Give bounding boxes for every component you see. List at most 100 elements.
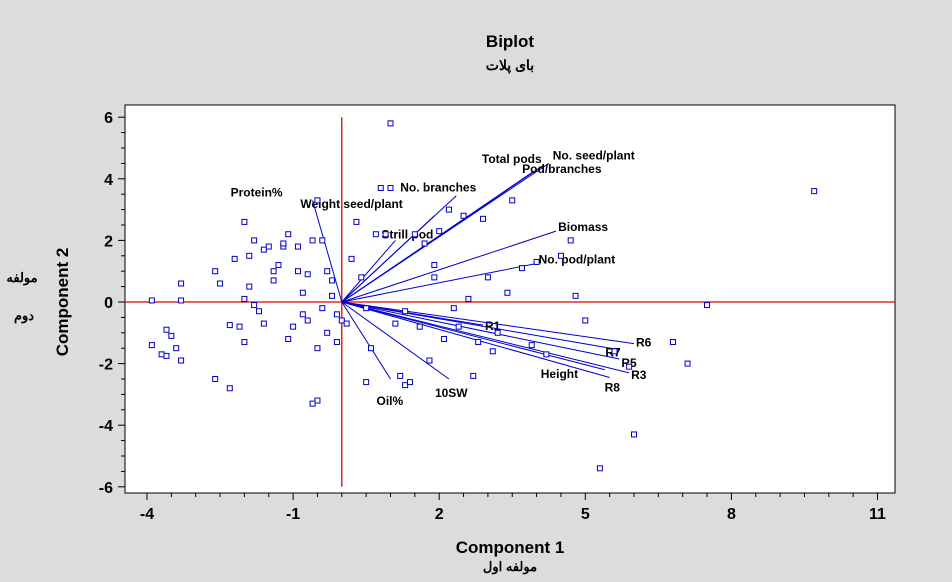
score-point bbox=[626, 363, 633, 370]
score-point bbox=[582, 317, 589, 324]
score-point bbox=[158, 351, 165, 358]
score-point bbox=[382, 231, 389, 238]
score-point bbox=[504, 289, 511, 296]
score-point bbox=[178, 280, 185, 287]
loading-vector bbox=[341, 240, 396, 303]
y-axis-sublabel-line1: مولفه bbox=[6, 270, 37, 286]
vector-label: No. branches bbox=[400, 181, 476, 195]
score-point bbox=[314, 397, 321, 404]
score-point bbox=[275, 262, 282, 269]
vector-label: R8 bbox=[605, 380, 621, 394]
score-point bbox=[299, 289, 306, 296]
score-point bbox=[368, 345, 375, 352]
y-tick-label: 4 bbox=[104, 172, 113, 189]
score-point bbox=[163, 352, 170, 359]
score-point bbox=[509, 197, 516, 204]
x-tick-label: -4 bbox=[140, 506, 154, 523]
score-point bbox=[236, 323, 243, 330]
loading-vector bbox=[341, 301, 620, 360]
score-point bbox=[557, 252, 564, 259]
score-point bbox=[387, 185, 394, 192]
loading-vector bbox=[341, 301, 605, 371]
score-point bbox=[217, 280, 224, 287]
vector-label: No. pod/plant bbox=[539, 253, 616, 267]
y-tick-label: 0 bbox=[104, 295, 113, 312]
score-point bbox=[173, 345, 180, 352]
score-point bbox=[528, 342, 535, 349]
score-point bbox=[611, 348, 618, 355]
score-point bbox=[260, 320, 267, 327]
vector-label: Total pods bbox=[482, 152, 542, 166]
score-point bbox=[309, 400, 316, 407]
score-point bbox=[363, 305, 370, 312]
x-tick-label: 2 bbox=[435, 506, 444, 523]
score-point bbox=[338, 317, 345, 324]
y-tick-label: -6 bbox=[99, 480, 113, 497]
score-point bbox=[397, 372, 404, 379]
y-axis-label: Component 2 bbox=[53, 248, 72, 357]
score-point bbox=[348, 255, 355, 262]
score-point bbox=[631, 431, 637, 438]
score-point bbox=[480, 215, 487, 222]
score-point bbox=[543, 351, 550, 358]
score-point bbox=[231, 255, 238, 262]
score-point bbox=[148, 342, 155, 349]
loading-vector bbox=[341, 263, 537, 303]
vector-label: Weight seed/plant bbox=[300, 197, 402, 211]
x-tick-label: 8 bbox=[727, 506, 736, 523]
score-point bbox=[402, 382, 409, 389]
score-point bbox=[212, 376, 219, 382]
x-tick-label: 5 bbox=[581, 506, 590, 523]
score-point bbox=[669, 339, 676, 346]
x-tick-label: -1 bbox=[286, 506, 300, 523]
score-point bbox=[148, 297, 155, 304]
score-point bbox=[421, 240, 428, 247]
score-point bbox=[494, 329, 501, 336]
score-point bbox=[290, 323, 297, 330]
score-point bbox=[246, 252, 253, 259]
score-point bbox=[406, 379, 413, 386]
score-point bbox=[309, 237, 316, 244]
score-point bbox=[533, 258, 540, 265]
score-point bbox=[299, 311, 306, 318]
score-point bbox=[256, 308, 263, 315]
score-point bbox=[489, 348, 496, 355]
loading-vector bbox=[341, 230, 557, 303]
vector-label: R6 bbox=[636, 336, 652, 350]
vector-label: Height bbox=[541, 367, 578, 381]
vector-label: No. seed/plant bbox=[553, 148, 635, 162]
score-point bbox=[450, 305, 457, 312]
score-point bbox=[246, 283, 253, 290]
vector-label: R5 bbox=[621, 356, 637, 370]
score-point bbox=[270, 268, 277, 275]
score-point bbox=[241, 295, 248, 302]
score-point bbox=[377, 185, 384, 192]
score-point bbox=[465, 295, 472, 302]
score-point bbox=[704, 302, 711, 309]
score-point bbox=[470, 372, 477, 379]
score-point bbox=[241, 339, 248, 346]
score-point bbox=[567, 237, 574, 244]
score-point bbox=[260, 246, 267, 253]
score-point bbox=[324, 329, 331, 336]
score-point bbox=[304, 317, 311, 324]
score-point bbox=[455, 323, 462, 330]
score-point bbox=[251, 237, 258, 244]
plot-area bbox=[124, 104, 896, 494]
score-point bbox=[324, 268, 331, 275]
score-point bbox=[329, 277, 336, 284]
score-point bbox=[596, 465, 603, 472]
score-point bbox=[392, 320, 399, 327]
score-point bbox=[314, 345, 321, 352]
x-axis-sublabel: مولفه اول bbox=[483, 559, 537, 575]
score-point bbox=[226, 385, 233, 392]
score-point bbox=[241, 218, 248, 225]
loading-vector bbox=[341, 301, 635, 345]
y-tick-label: -2 bbox=[99, 357, 113, 374]
score-point bbox=[431, 262, 438, 269]
chart-title: Biplot bbox=[486, 32, 534, 51]
score-point bbox=[460, 212, 467, 219]
vector-label: Strill pod bbox=[381, 227, 433, 241]
score-point bbox=[402, 308, 409, 315]
chart-subtitle: بای پلات bbox=[486, 57, 534, 74]
